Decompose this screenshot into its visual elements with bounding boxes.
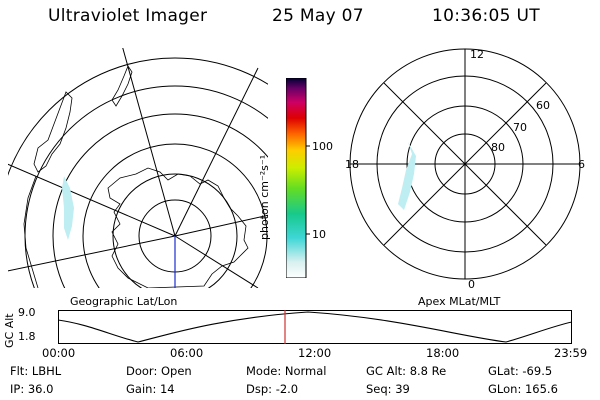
magnetic-polar-plot [349, 48, 581, 280]
lat-circle [82, 143, 268, 288]
mlat-label-60: 60 [536, 99, 550, 112]
altitude-xtick: 06:00 [170, 346, 204, 360]
seq-value: 39 [395, 382, 410, 396]
colorbar-tick-100: 100 [312, 140, 333, 153]
date-label: 25 May 07 [272, 6, 364, 26]
australia-outline [33, 91, 73, 173]
mlt-line-diag [383, 82, 547, 246]
aurora-emission [398, 142, 416, 210]
ip-field: IP: 36.0 [10, 382, 54, 396]
mlt-label-0: 0 [468, 278, 475, 291]
lat-circle [112, 173, 238, 288]
door-value: Open [160, 364, 192, 378]
ip-value: 36.0 [27, 382, 54, 396]
seq-field: Seq: 39 [366, 382, 410, 396]
glon-field: GLon: 165.6 [488, 382, 558, 396]
mlat-label-70: 70 [513, 121, 527, 134]
gain-value: 14 [159, 382, 175, 396]
meridian [174, 235, 259, 288]
altitude-ytick-bottom: 1.8 [18, 330, 36, 343]
altitude-xtick: 12:00 [298, 346, 332, 360]
mode-field: Mode: Normal [246, 364, 327, 378]
mode-value: Normal [284, 364, 327, 378]
right-map-label: Apex MLat/MLT [418, 295, 501, 308]
altitude-xtick: 23:59 [554, 346, 588, 360]
coastline [23, 175, 39, 288]
filter-value: LBHL [31, 364, 62, 378]
new-zealand-outline [111, 65, 133, 107]
altitude-ylabel: GC Alt [3, 313, 16, 348]
lat-circle [8, 57, 268, 177]
mlat-label-80: 80 [491, 141, 505, 154]
mlt-label-6: 6 [578, 158, 585, 171]
door-field: Door: Open [126, 364, 192, 378]
altitude-ytick-top: 9.0 [18, 306, 36, 319]
meridian [174, 214, 268, 237]
time-label: 10:36:05 UT [432, 6, 540, 26]
dsp-value: -2.0 [275, 382, 299, 396]
altitude-plot [58, 310, 572, 344]
mlt-label-12: 12 [470, 48, 484, 61]
altitude-plot-frame [58, 310, 572, 344]
geographic-map [8, 48, 268, 288]
colorbar-tick-10: 10 [312, 228, 326, 241]
gain-field: Gain: 14 [126, 382, 175, 396]
dsp-field: Dsp: -2.0 [246, 382, 299, 396]
aurora-emission [62, 176, 74, 240]
meridian [174, 67, 259, 237]
lat-circle [52, 113, 268, 288]
meridian [8, 235, 176, 272]
meridian [8, 163, 176, 237]
colorbar-label: photon cm⁻²s⁻¹ [258, 154, 271, 240]
glat-field: GLat: -69.5 [488, 364, 553, 378]
colorbar [286, 78, 310, 278]
left-map-label: Geographic Lat/Lon [70, 295, 178, 308]
instrument-title: Ultraviolet Imager [48, 6, 208, 26]
antarctica-outline [107, 167, 249, 288]
mlt-label-18: 18 [345, 158, 359, 171]
filter-field: Flt: LBHL [10, 364, 62, 378]
glon-value: 165.6 [524, 382, 558, 396]
gc-alt-field: GC Alt: 8.8 Re [366, 364, 447, 378]
gc-alt-value: 8.8 Re [409, 364, 447, 378]
meridian [122, 48, 176, 237]
altitude-xtick: 00:00 [42, 346, 76, 360]
altitude-xtick: 18:00 [426, 346, 460, 360]
altitude-curve [58, 311, 572, 343]
glat-value: -69.5 [522, 364, 553, 378]
